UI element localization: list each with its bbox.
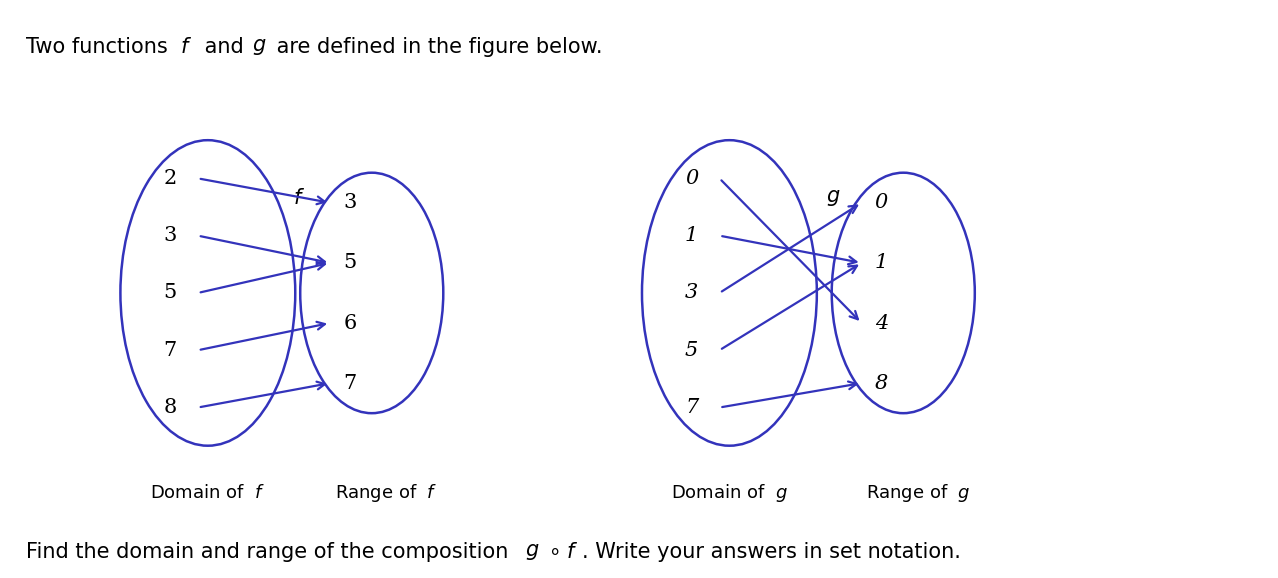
Text: 0: 0 (874, 193, 888, 212)
Text: 8: 8 (874, 373, 888, 392)
Text: 1: 1 (685, 226, 698, 245)
Text: . Write your answers in set notation.: . Write your answers in set notation. (583, 542, 961, 562)
Text: $g$: $g$ (252, 36, 266, 57)
Text: $f$: $f$ (566, 542, 579, 562)
Text: Range of  $f$: Range of $f$ (335, 482, 438, 504)
Text: ∘: ∘ (542, 542, 567, 562)
Text: and: and (198, 36, 250, 57)
Text: $g$: $g$ (827, 188, 841, 208)
Text: are defined in the figure below.: are defined in the figure below. (271, 36, 603, 57)
Text: 3: 3 (685, 283, 698, 302)
Text: Range of  $g$: Range of $g$ (865, 482, 970, 504)
Text: 5: 5 (164, 283, 176, 302)
Text: 5: 5 (344, 253, 357, 272)
Text: 5: 5 (685, 340, 698, 360)
Text: $f$: $f$ (179, 36, 192, 57)
Text: 3: 3 (344, 193, 357, 212)
Text: 4: 4 (874, 313, 888, 332)
Text: $g$: $g$ (525, 542, 539, 562)
Text: 7: 7 (164, 340, 176, 360)
Text: $f$: $f$ (293, 188, 305, 208)
Text: 0: 0 (685, 169, 698, 188)
Text: 6: 6 (344, 313, 357, 332)
Text: Domain of  $f$: Domain of $f$ (151, 484, 266, 502)
Text: 2: 2 (164, 169, 176, 188)
Text: Two functions: Two functions (26, 36, 174, 57)
Text: Domain of  $g$: Domain of $g$ (671, 482, 789, 504)
Text: 7: 7 (344, 373, 357, 392)
Text: Find the domain and range of the composition: Find the domain and range of the composi… (26, 542, 515, 562)
Text: 3: 3 (164, 226, 176, 245)
Text: 1: 1 (874, 253, 888, 272)
Text: 7: 7 (685, 398, 698, 417)
Text: 8: 8 (164, 398, 176, 417)
